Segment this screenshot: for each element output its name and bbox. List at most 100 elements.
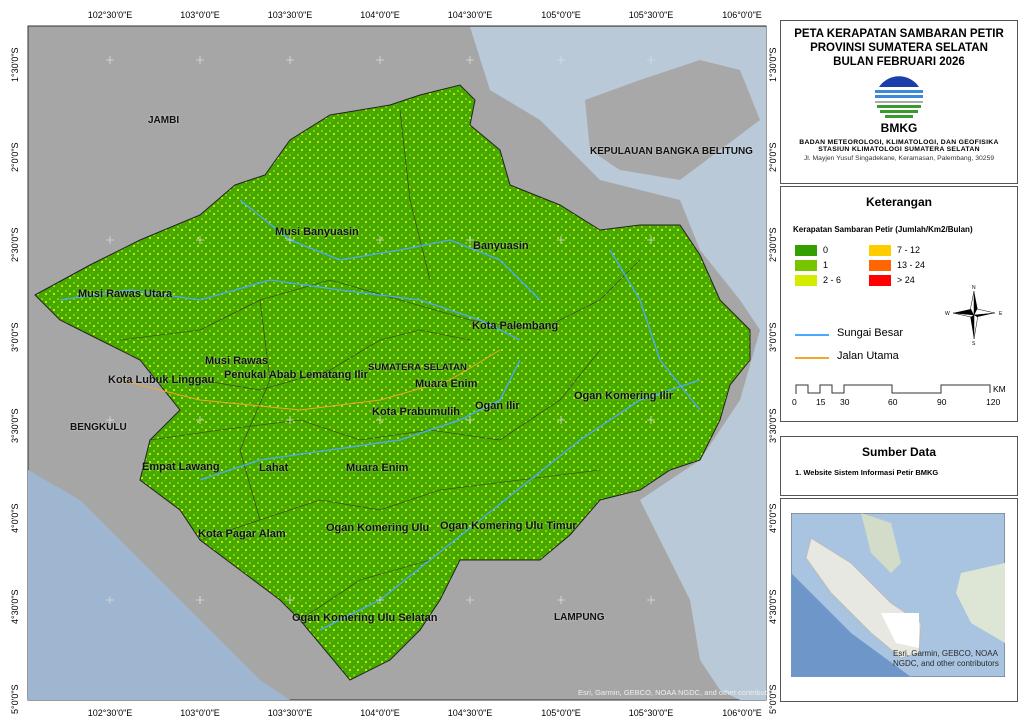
lon-label-bottom: 106°0'0"E [722, 708, 762, 718]
legend-river-line [795, 334, 829, 336]
lat-label-left: 2°0'0"S [10, 142, 20, 172]
lat-label-left: 5°0'0"S [10, 684, 20, 714]
region-label: Ogan Komering Ulu Selatan [292, 612, 438, 624]
inset-map[interactable] [791, 513, 1005, 677]
region-label: LAMPUNG [554, 612, 605, 623]
bangka-island [585, 60, 760, 180]
scale-tick-label: 15 [816, 397, 826, 407]
legend-road-label: Jalan Utama [837, 350, 899, 362]
compass-n: N [972, 285, 976, 291]
lon-label-top: 104°30'0"E [447, 10, 493, 20]
legend-swatch [869, 275, 891, 286]
legend-heading: Keterangan [865, 195, 933, 209]
region-label: Ogan Komering Ilir [574, 390, 674, 402]
roads [119, 349, 501, 411]
region-label: Empat Lawang [142, 461, 220, 473]
region-label: Ogan Komering Ulu Timur [440, 520, 577, 532]
region-label: Muara Enim [415, 378, 478, 390]
lat-label-right: 5°0'0"S [768, 684, 778, 714]
region-label: Ogan Ilir [475, 400, 520, 412]
province-sumatera-selatan[interactable] [34, 84, 751, 681]
source-panel: Sumber Data 1. Website Sistem Informasi … [780, 436, 1018, 496]
scale-tick-label: 90 [937, 397, 947, 407]
compass-s: S [972, 341, 976, 345]
bmkg-logo-text: BMKG [880, 121, 918, 135]
sea-east [470, 27, 766, 700]
source-heading: Sumber Data [861, 445, 937, 459]
agency-name: BADAN METEOROLOGI, KLIMATOLOGI, DAN GEOF… [799, 139, 999, 146]
inset-panel: Esri, Garmin, GEBCO, NOAA NGDC, and othe… [780, 498, 1018, 702]
region-label: Musi Banyuasin [275, 226, 359, 238]
region-label: Kota Lubuk Linggau [108, 374, 215, 386]
region-label: SUMATERA SELATAN [368, 362, 467, 373]
lon-label-top: 103°0'0"E [180, 10, 220, 20]
region-label: Penukal Abab Lematang Ilir [224, 369, 368, 381]
rivers [59, 199, 701, 631]
lat-label-right: 2°0'0"S [768, 142, 778, 172]
map-attribution: Esri, Garmin, GEBCO, NOAA NGDC, and othe… [578, 688, 778, 697]
legend-class-label: 7 - 12 [897, 245, 921, 255]
lat-label-right: 1°30'0"S [768, 47, 778, 82]
lon-label-bottom: 105°0'0"E [541, 708, 581, 718]
lat-label-left: 4°0'0"S [10, 503, 20, 533]
lon-label-top: 102°30'0"E [87, 10, 133, 20]
region-label: JAMBI [148, 115, 180, 126]
lon-label-bottom: 105°30'0"E [628, 708, 674, 718]
legend-class-label: > 24 [897, 275, 915, 285]
region-label: KEPULAUAN BANGKA BELITUNG [590, 146, 753, 157]
region-label: Kota Pagar Alam [198, 528, 286, 540]
district-boundaries [119, 109, 641, 621]
legend-class-label: 0 [823, 245, 829, 255]
lon-label-top: 106°0'0"E [722, 10, 762, 20]
region-label: Muara Enim [346, 462, 409, 474]
lat-label-left: 1°30'0"S [10, 47, 20, 82]
graticule-crosses [106, 56, 655, 604]
legend-road-line [795, 357, 829, 359]
legend-swatch [795, 245, 817, 256]
lon-label-top: 103°30'0"E [267, 10, 313, 20]
region-label: Banyuasin [473, 240, 529, 252]
legend-swatch [795, 260, 817, 271]
bmkg-logo-icon [875, 74, 923, 122]
source-item: 1. Website Sistem Informasi Petir BMKG [795, 468, 939, 477]
legend-river-label: Sungai Besar [837, 327, 904, 339]
lon-label-bottom: 103°0'0"E [180, 708, 220, 718]
map-title-line1: PETA KERAPATAN SAMBARAN PETIR [794, 28, 1004, 40]
lat-label-right: 4°0'0"S [768, 503, 778, 533]
scale-bar [795, 384, 991, 394]
lat-label-right: 4°30'0"S [768, 589, 778, 624]
scale-tick-label: 0 [792, 397, 797, 407]
region-label: Musi Rawas Utara [78, 288, 173, 300]
map-title-line3: BULAN FEBRUARI 2026 [833, 56, 965, 68]
legend-panel: Keterangan Kerapatan Sambaran Petir (Jum… [780, 186, 1018, 422]
title-panel: PETA KERAPATAN SAMBARAN PETIR PROVINSI S… [780, 20, 1018, 184]
region-label: Musi Rawas [205, 355, 268, 367]
inset-attribution: Esri, Garmin, GEBCO, NOAA NGDC, and othe… [893, 649, 999, 668]
region-label: Lahat [259, 462, 289, 474]
lat-label-right: 2°30'0"S [768, 227, 778, 262]
lat-label-right: 3°0'0"S [768, 322, 778, 352]
compass-w: W [945, 311, 950, 317]
lat-label-left: 3°0'0"S [10, 322, 20, 352]
scale-unit: KM [993, 384, 1006, 394]
scale-tick-label: 30 [840, 397, 850, 407]
legend-swatch [795, 275, 817, 286]
inset-highlight-sumsel [881, 613, 919, 648]
region-label: Kota Palembang [472, 320, 559, 332]
region-label: BENGKULU [70, 422, 127, 433]
agency-address: Jl. Mayjen Yusuf Singadekane, Keramasan,… [803, 155, 995, 162]
lon-label-bottom: 103°30'0"E [267, 708, 313, 718]
sea-west [28, 470, 290, 700]
region-label: Kota Prabumulih [372, 406, 461, 418]
lon-label-top: 105°30'0"E [628, 10, 674, 20]
scale-tick-label: 120 [986, 397, 1001, 407]
legend-class-label: 1 [823, 260, 829, 270]
lon-label-top: 105°0'0"E [541, 10, 581, 20]
lat-label-left: 2°30'0"S [10, 227, 20, 262]
region-label: Ogan Komering Ulu [326, 522, 430, 534]
lat-label-left: 3°30'0"S [10, 408, 20, 443]
legend-swatch [869, 260, 891, 271]
legend-swatch [869, 245, 891, 256]
lon-label-bottom: 104°30'0"E [447, 708, 493, 718]
